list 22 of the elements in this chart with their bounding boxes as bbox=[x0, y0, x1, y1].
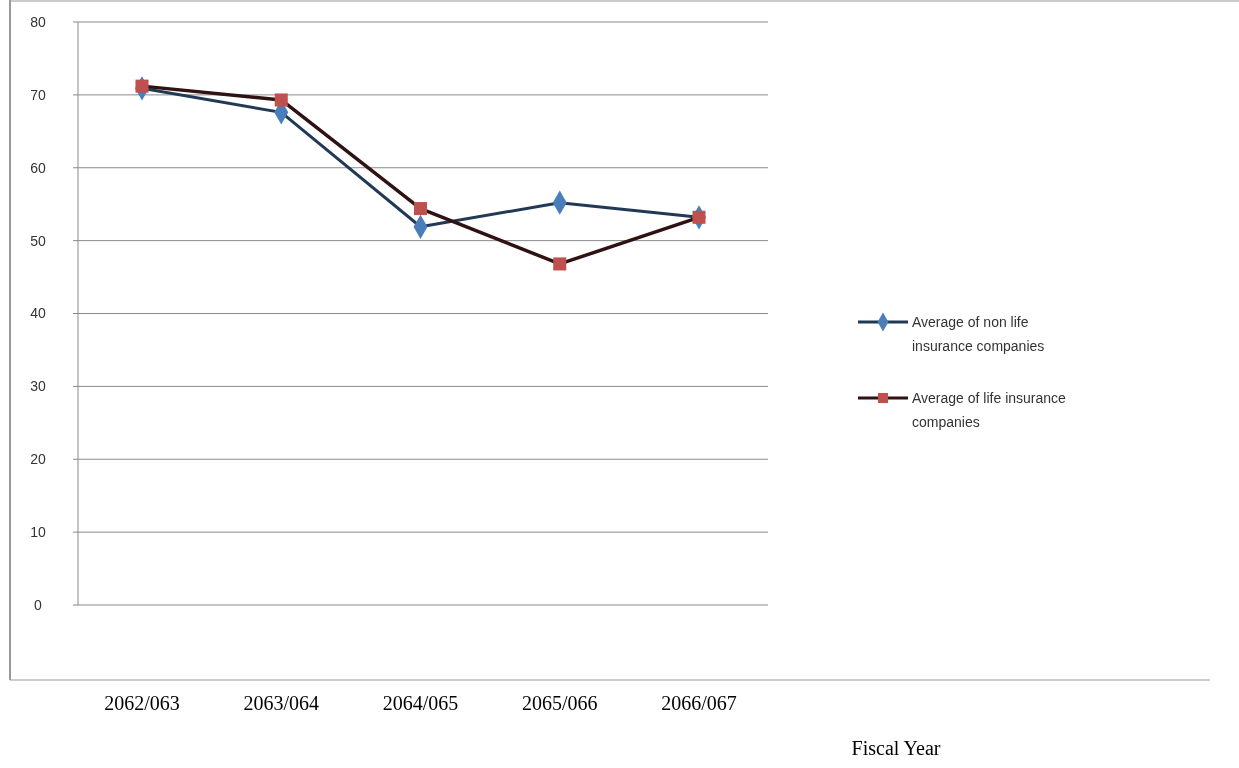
y-tick-label: 20 bbox=[30, 451, 46, 468]
point bbox=[135, 79, 149, 93]
x-tick-label: 2065/066 bbox=[521, 692, 598, 714]
x-tick-label: 2063/064 bbox=[243, 692, 320, 714]
x-tick-label: 2062/063 bbox=[104, 692, 180, 714]
legend-label: Average of non life insurance companies bbox=[912, 313, 1045, 354]
x-axis-title: Fiscal Year bbox=[851, 737, 941, 759]
point bbox=[553, 257, 567, 271]
y-tick-label: 50 bbox=[30, 232, 46, 249]
y-tick-label: 70 bbox=[30, 86, 46, 103]
legend-label: Average of life insurance companies bbox=[912, 389, 1067, 430]
y-tick-label: 60 bbox=[30, 159, 46, 176]
y-tick-label: 40 bbox=[30, 305, 46, 322]
y-tick-label: 10 bbox=[30, 524, 46, 541]
y-tick-label: 80 bbox=[30, 13, 46, 30]
point bbox=[274, 93, 288, 107]
point bbox=[413, 202, 428, 216]
x-tick-label: 2066/067 bbox=[661, 692, 737, 714]
y-tick-label: 30 bbox=[30, 378, 46, 395]
x-tick-label: 2064/065 bbox=[382, 692, 459, 714]
point bbox=[692, 210, 706, 224]
y-tick-label: 0 bbox=[34, 596, 43, 613]
